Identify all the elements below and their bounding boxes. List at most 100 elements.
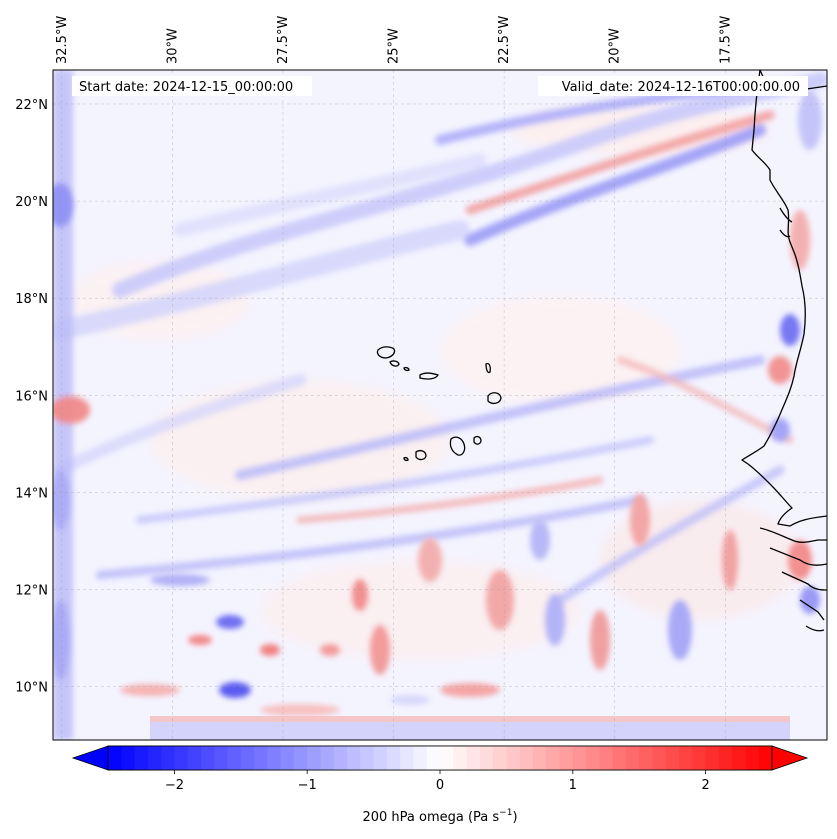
omega-spot	[780, 314, 800, 346]
colorbar-step	[453, 746, 468, 770]
latitude-tick-label: 18°N	[15, 292, 48, 307]
island-santa-luzia	[403, 366, 410, 372]
omega-band	[173, 153, 487, 237]
colorbar-ticks: −2 −1 0 1 2	[165, 770, 710, 793]
omega-spot	[370, 625, 390, 675]
omega-band	[464, 124, 766, 246]
omega-spot	[188, 635, 212, 645]
colorbar-extend-max	[771, 745, 809, 771]
colorbar-step	[400, 746, 415, 770]
coastline-segment	[781, 571, 827, 591]
colorbar-step	[426, 746, 441, 770]
coastline-segment	[779, 229, 791, 238]
omega-patch	[260, 560, 580, 660]
colorbar-step	[108, 746, 122, 770]
omega-band	[112, 72, 827, 298]
longitude-tick-label: 30°W	[165, 28, 180, 64]
omega-band	[54, 374, 306, 476]
island-brava	[403, 456, 409, 462]
omega-spot	[668, 600, 692, 660]
colorbar-step	[227, 746, 242, 770]
omega-band	[53, 220, 470, 340]
colorbar-step	[546, 746, 561, 770]
colorbar-step	[679, 746, 693, 770]
latitude-tick-label: 16°N	[15, 389, 48, 404]
colorbar-step	[347, 746, 361, 770]
omega-spot	[216, 615, 244, 629]
colorbar-step	[506, 746, 521, 770]
omega-band	[95, 495, 645, 580]
omega-strip	[150, 716, 790, 722]
longitude-tick-label: 17.5°W	[718, 16, 733, 64]
island-sao-vicente	[389, 360, 400, 367]
colorbar-step	[386, 746, 401, 770]
colorbar-step	[559, 746, 574, 770]
omega-band	[235, 355, 765, 480]
omega-spot	[590, 610, 610, 670]
africa-coastline	[741, 70, 827, 527]
omega-spot	[53, 600, 70, 680]
omega-spot	[768, 356, 792, 384]
omega-spot	[120, 684, 180, 696]
omega-spot	[722, 530, 738, 590]
latitude-tick-label: 20°N	[15, 195, 48, 210]
colorbar-step	[240, 746, 255, 770]
colorbar-step	[147, 746, 162, 770]
omega-spot	[530, 520, 550, 560]
colorbar-tick-label: −1	[298, 778, 317, 793]
colorbar-step	[174, 746, 189, 770]
omega-spot	[800, 586, 820, 614]
omega-band	[136, 436, 654, 524]
omega-spot	[352, 579, 368, 611]
start-date-label: Start date: 2024-12-15_00:00:00	[79, 80, 293, 95]
island-santiago	[449, 436, 466, 456]
omega-spot	[53, 183, 74, 227]
colorbar-step	[652, 746, 667, 770]
longitude-tick-label: 22.5°W	[497, 16, 512, 64]
colorbar-step	[705, 746, 720, 770]
colorbar-step	[639, 746, 654, 770]
colorbar-label: 200 hPa omega (Pa s−1)	[362, 808, 517, 825]
island-sao-nicolau	[419, 372, 439, 380]
omega-spot	[798, 90, 822, 150]
longitude-tick-label: 25°W	[387, 28, 402, 64]
colorbar-step	[200, 746, 215, 770]
coastline-segment	[779, 207, 793, 223]
island-santo-antao	[376, 346, 396, 359]
island-sal	[485, 362, 491, 374]
omega-spot	[630, 494, 650, 546]
colorbar-steps	[107, 745, 773, 771]
colorbar-step	[214, 746, 229, 770]
omega-spot	[390, 695, 430, 705]
start-label-box	[72, 76, 312, 96]
omega-spot	[790, 210, 810, 270]
colorbar-step	[161, 746, 175, 770]
coastline-segment	[759, 527, 827, 543]
colorbar-step	[333, 746, 348, 770]
colorbar-step	[121, 746, 136, 770]
omega-spot	[53, 396, 90, 424]
colorbar-step	[440, 746, 454, 770]
colorbar-step	[360, 746, 375, 770]
colorbar-tick-label: 2	[701, 778, 709, 793]
longitude-tick-label: 27.5°W	[276, 16, 291, 64]
omega-spot	[219, 682, 251, 698]
colorbar-step	[519, 746, 534, 770]
omega-band	[465, 110, 775, 215]
longitude-tick-labels: 32.5°W 30°W 27.5°W 25°W 22.5°W 20°W 17.5°W	[55, 16, 733, 64]
colorbar-step	[572, 746, 587, 770]
coastline-segment	[805, 625, 825, 632]
map-panel: Start date: 2024-12-15_00:00:00 Valid_da…	[52, 69, 828, 741]
longitude-tick-label: 32.5°W	[55, 16, 70, 64]
colorbar-extend-min	[71, 745, 109, 771]
valid-label-box	[538, 76, 808, 96]
cape-verde-islands	[376, 346, 502, 462]
colorbar-tick-label: 0	[436, 778, 444, 793]
omega-band	[616, 356, 794, 444]
colorbar-step	[254, 746, 268, 770]
colorbar-step	[612, 746, 627, 770]
colorbar-tick-label: −2	[165, 778, 184, 793]
island-fogo	[415, 449, 427, 461]
latitude-tick-label: 22°N	[15, 98, 48, 113]
